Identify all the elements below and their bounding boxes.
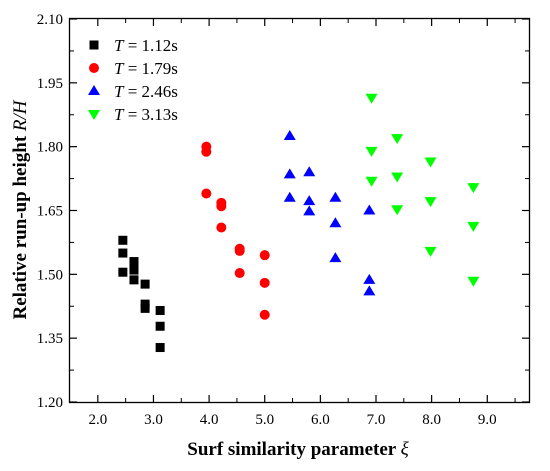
data-point — [303, 166, 316, 177]
data-point — [155, 306, 165, 316]
data-point — [365, 176, 378, 187]
data-point — [365, 93, 378, 104]
data-point — [259, 250, 270, 261]
y-axis-title-text: Relative run-up height — [10, 131, 31, 319]
data-point — [283, 130, 296, 141]
y-tick-label: 1.95 — [37, 76, 63, 92]
data-point — [329, 191, 342, 202]
data-point — [283, 168, 296, 179]
plot-area-frame — [68, 17, 531, 404]
data-point — [283, 191, 296, 202]
data-point — [234, 245, 245, 256]
data-point — [118, 235, 128, 245]
x-tick-label: 8.0 — [422, 412, 441, 428]
y-tick-label: 1.20 — [37, 395, 63, 411]
data-point — [467, 276, 480, 287]
x-tick-label: 9.0 — [478, 412, 497, 428]
data-point — [329, 217, 342, 228]
data-point — [129, 265, 139, 275]
y-tick-label: 1.35 — [37, 331, 63, 347]
x-tick-labels: 2.0 3.0 4.0 5.0 6.0 7.0 8.0 9.0 — [88, 412, 496, 428]
data-point — [424, 246, 437, 257]
y-tick-labels: 1.20 1.35 1.50 1.65 1.80 1.95 2.10 — [37, 12, 63, 411]
data-point — [216, 222, 227, 233]
legend-item: T = 1.12s — [89, 36, 178, 55]
series-3 — [283, 130, 376, 296]
data-markers — [118, 93, 480, 353]
legend-marker — [88, 110, 100, 120]
y-tick-label: 1.65 — [37, 204, 63, 220]
data-point — [259, 277, 270, 288]
data-point — [118, 267, 128, 277]
data-point — [363, 285, 376, 296]
x-tick-label: 3.0 — [144, 412, 163, 428]
data-point — [201, 188, 212, 199]
legend-label: T = 1.79s — [114, 59, 178, 78]
legend-item: T = 3.13s — [88, 105, 178, 124]
data-point — [234, 268, 245, 279]
data-point — [467, 221, 480, 232]
x-axis-symbol: ξ — [401, 439, 410, 460]
data-point — [363, 204, 376, 215]
data-point — [303, 195, 316, 206]
x-tick-label: 5.0 — [255, 412, 274, 428]
series-4 — [365, 93, 480, 287]
x-tick-label: 7.0 — [367, 412, 386, 428]
x-axis-title: Surf similarity parameter ξ — [187, 439, 409, 460]
data-point — [424, 197, 437, 208]
legend-label: T = 1.12s — [114, 36, 178, 55]
data-point — [303, 205, 316, 216]
series-1 — [118, 235, 165, 353]
data-point — [118, 248, 128, 258]
data-point — [140, 279, 150, 289]
data-point — [329, 252, 342, 263]
x-tick-label: 2.0 — [88, 412, 107, 428]
data-point — [424, 157, 437, 168]
data-point — [467, 183, 480, 194]
legend-item: T = 1.79s — [89, 59, 178, 78]
y-axis-title: Relative run-up height R/H — [10, 99, 31, 319]
x-axis-title-text: Surf similarity parameter — [187, 439, 400, 460]
data-point — [391, 134, 404, 145]
data-point — [259, 309, 270, 320]
data-point — [216, 201, 227, 212]
data-point — [363, 273, 376, 284]
data-point — [365, 146, 378, 157]
legend-label: T = 2.46s — [114, 82, 178, 101]
data-point — [155, 321, 165, 331]
y-tick-label: 1.50 — [37, 267, 63, 283]
data-point — [391, 172, 404, 183]
legend-item: T = 2.46s — [88, 82, 178, 101]
legend-marker — [89, 63, 99, 73]
legend-marker — [89, 40, 99, 50]
y-tick-label: 1.80 — [37, 140, 63, 156]
data-point — [129, 275, 139, 285]
series-2 — [201, 141, 270, 320]
data-point — [201, 146, 212, 157]
legend-label: T = 3.13s — [114, 105, 178, 124]
data-point — [155, 343, 165, 353]
data-point — [140, 303, 150, 313]
y-tick-label: 2.10 — [37, 12, 63, 28]
data-point — [391, 205, 404, 216]
x-tick-label: 6.0 — [311, 412, 330, 428]
legend: T = 1.12s T = 1.79s T = 2.46s T = 3.13s — [88, 36, 178, 124]
legend-marker — [88, 85, 100, 95]
x-tick-label: 4.0 — [200, 412, 219, 428]
y-axis-symbol: R/H — [10, 99, 31, 132]
